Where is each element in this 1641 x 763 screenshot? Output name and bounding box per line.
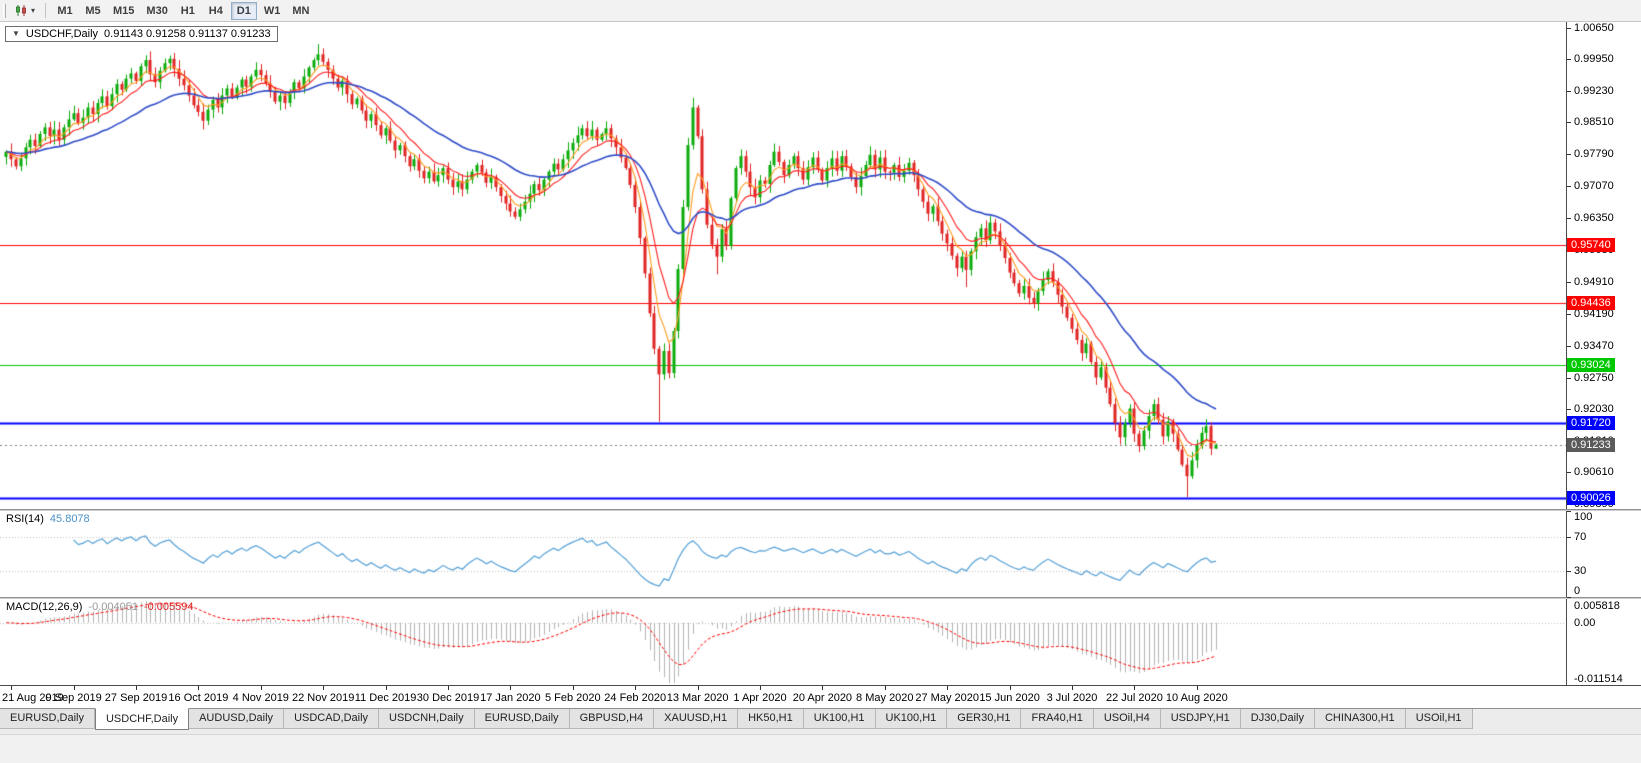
chart-tab[interactable]: DJ30,Daily (1240, 709, 1315, 729)
status-bar (0, 734, 1641, 763)
chart-tab[interactable]: GER30,H1 (947, 709, 1022, 729)
chart-tab[interactable]: USDCNH,Daily (379, 709, 475, 729)
timeframe-button-w1[interactable]: W1 (263, 4, 281, 17)
chart-tab[interactable]: EURUSD,Daily (0, 709, 95, 729)
rsi-value: 45.8078 (49, 513, 90, 525)
macd-name: MACD(12,26,9) (6, 601, 83, 613)
timeframe-button-mn[interactable]: MN (292, 4, 310, 17)
price-chart-canvas[interactable] (0, 22, 1566, 509)
timeframe-toolbar: ▾ M1 M5 M15 M30 H1 H4 D1 W1 MN (0, 0, 1641, 22)
chart-symbol-ohlc-label: ▼ USDCHF,Daily 0.91143 0.91258 0.91137 0… (5, 26, 278, 42)
timeframe-button-m15[interactable]: M15 (113, 4, 135, 17)
chart-tab[interactable]: EURUSD,Daily (474, 709, 570, 729)
rsi-panel-resize-handle[interactable] (0, 509, 1641, 511)
timeframe-button-m5[interactable]: M5 (85, 4, 101, 17)
timeframe-button-h4[interactable]: H4 (208, 4, 223, 17)
timeframe-button-m1[interactable]: M1 (57, 4, 73, 17)
macd-signal-value: -0.005594 (143, 601, 194, 613)
toolbar-separator (45, 3, 47, 18)
rsi-name: RSI(14) (6, 513, 44, 525)
macd-indicator-label: MACD(12,26,9) -0.004051 -0.005594 (6, 601, 194, 613)
chart-tab[interactable]: XAUUSD,H1 (654, 709, 739, 729)
chart-tab[interactable]: GBPUSD,H4 (569, 709, 655, 729)
chart-tab[interactable]: USDJPY,H1 (1160, 709, 1241, 729)
chart-tab[interactable]: USDCAD,Daily (284, 709, 380, 729)
chart-symbol-label: USDCHF,Daily (25, 28, 99, 40)
chart-type-button[interactable]: ▾ (10, 2, 40, 20)
chart-tab[interactable]: FRA40,H1 (1021, 709, 1094, 729)
toolbar-gripper[interactable] (3, 3, 6, 18)
timeframe-button-m30[interactable]: M30 (146, 4, 168, 17)
chevron-down-icon: ▾ (31, 5, 36, 15)
time-axis-row[interactable] (0, 686, 1641, 708)
chart-tab[interactable]: HK50,H1 (738, 709, 804, 729)
chart-ohlc-values: 0.91143 0.91258 0.91137 0.91233 (104, 28, 271, 40)
macd-main-value: -0.004051 (88, 601, 138, 613)
chart-tab[interactable]: CHINA300,H1 (1314, 709, 1406, 729)
price-axis-column[interactable] (1567, 22, 1641, 685)
chart-tab[interactable]: AUDUSD,Daily (189, 709, 285, 729)
chart-tab[interactable]: UK100,H1 (803, 709, 876, 729)
chart-tab[interactable]: USDCHF,Daily (94, 708, 190, 730)
timeframe-buttons: M1 M5 M15 M30 H1 H4 D1 W1 MN (51, 1, 315, 20)
timeframe-button-d1[interactable]: D1 (230, 1, 257, 20)
price-axis-separator-line (1566, 22, 1567, 686)
chart-tab[interactable]: USOil,H4 (1093, 709, 1161, 729)
time-axis-separator-line (0, 685, 1641, 686)
chart-tab[interactable]: UK100,H1 (875, 709, 948, 729)
one-click-trading-arrow-icon[interactable]: ▼ (12, 29, 20, 38)
candlestick-chart-icon (16, 5, 26, 16)
macd-panel-resize-handle[interactable] (0, 597, 1641, 599)
rsi-panel-canvas[interactable] (0, 511, 1566, 597)
rsi-indicator-label: RSI(14) 45.8078 (6, 513, 90, 525)
macd-panel-canvas[interactable] (0, 599, 1566, 685)
timeframe-button-h1[interactable]: H1 (180, 4, 195, 17)
chart-tab[interactable]: USOil,H1 (1405, 709, 1473, 729)
chart-tab-bar: EURUSD,Daily USDCHF,Daily AUDUSD,Daily USDC… (0, 708, 1641, 734)
